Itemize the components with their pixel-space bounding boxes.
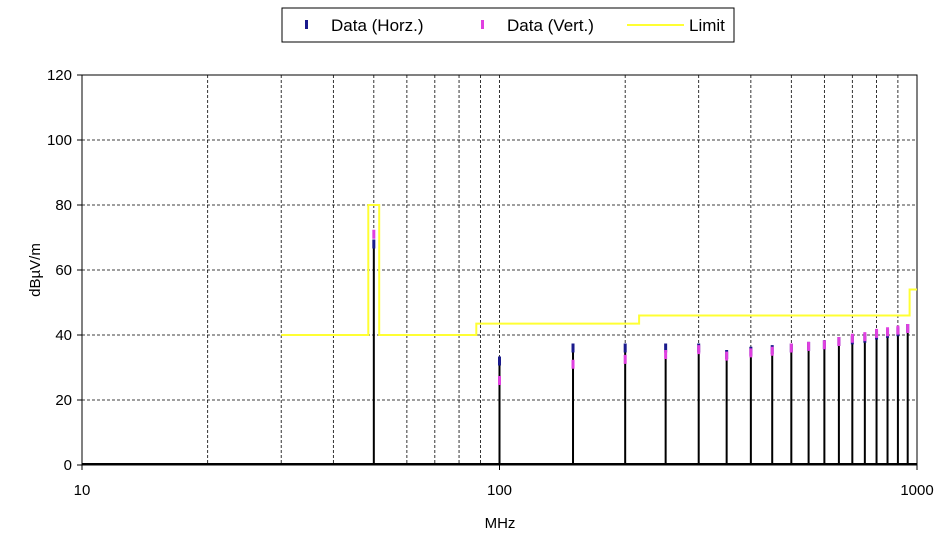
legend-swatch-horz xyxy=(305,20,308,29)
spectrum-lines xyxy=(82,244,917,465)
axes: 0 20 40 60 80 100 120 10 100 1000 xyxy=(47,67,934,499)
x-tick-label: 10 xyxy=(74,482,91,499)
marker-vert xyxy=(863,332,867,342)
marker-vert xyxy=(896,325,900,335)
legend: Data (Horz.) Data (Vert.) Limit xyxy=(281,7,735,43)
x-axis-label: MHz xyxy=(485,515,516,532)
marker-horz xyxy=(571,343,575,353)
marker-vert xyxy=(571,359,575,369)
marker-vert xyxy=(807,341,811,351)
marker-vert xyxy=(886,327,890,337)
limit-line xyxy=(281,204,917,336)
legend-label-limit: Limit xyxy=(689,16,725,35)
marker-horz xyxy=(372,239,376,249)
marker-vert xyxy=(623,354,627,364)
data-markers xyxy=(372,229,910,385)
x-tick-label: 100 xyxy=(487,482,512,499)
y-tick-label: 100 xyxy=(47,132,72,149)
legend-label-horz: Data (Horz.) xyxy=(331,16,424,35)
marker-vert xyxy=(789,343,793,353)
marker-vert xyxy=(697,345,701,355)
marker-horz xyxy=(498,356,501,366)
marker-vert xyxy=(850,333,854,343)
marker-vert xyxy=(906,324,910,333)
marker-vert xyxy=(837,337,841,346)
y-tick-label: 80 xyxy=(55,197,72,214)
legend-swatch-vert xyxy=(481,20,484,29)
y-tick-label: 0 xyxy=(64,457,72,474)
marker-vert xyxy=(822,340,826,350)
marker-vert xyxy=(725,351,729,361)
y-tick-label: 20 xyxy=(55,392,72,409)
limit-series xyxy=(281,204,917,336)
y-axis-label: dBµV/m xyxy=(27,243,44,297)
marker-vert xyxy=(749,348,753,358)
y-tick-label: 40 xyxy=(55,327,72,344)
marker-vert xyxy=(770,346,774,356)
marker-vert xyxy=(498,376,501,385)
y-tick-label: 60 xyxy=(55,262,72,279)
marker-horz xyxy=(623,343,627,353)
y-tick-label: 120 xyxy=(47,67,72,84)
x-tick-label: 1000 xyxy=(900,482,933,499)
marker-horz xyxy=(664,343,668,353)
marker-vert xyxy=(875,328,879,338)
marker-vert xyxy=(664,350,668,359)
legend-label-vert: Data (Vert.) xyxy=(507,16,594,35)
marker-vert xyxy=(372,229,376,239)
